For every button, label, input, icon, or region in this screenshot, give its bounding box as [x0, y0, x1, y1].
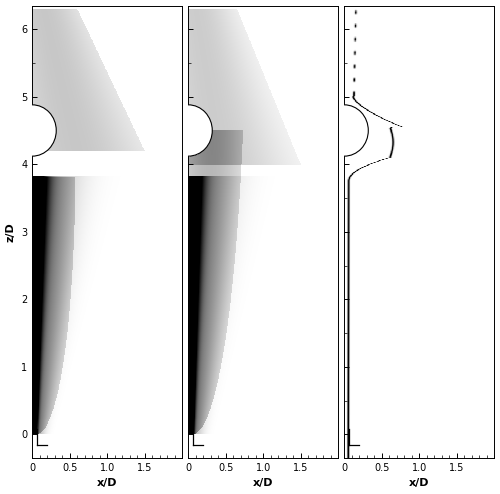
Ellipse shape: [164, 105, 212, 156]
Ellipse shape: [320, 105, 368, 156]
Y-axis label: z/D: z/D: [6, 222, 16, 242]
X-axis label: x/D: x/D: [97, 479, 117, 489]
X-axis label: x/D: x/D: [409, 479, 430, 489]
X-axis label: x/D: x/D: [253, 479, 274, 489]
Ellipse shape: [8, 105, 56, 156]
